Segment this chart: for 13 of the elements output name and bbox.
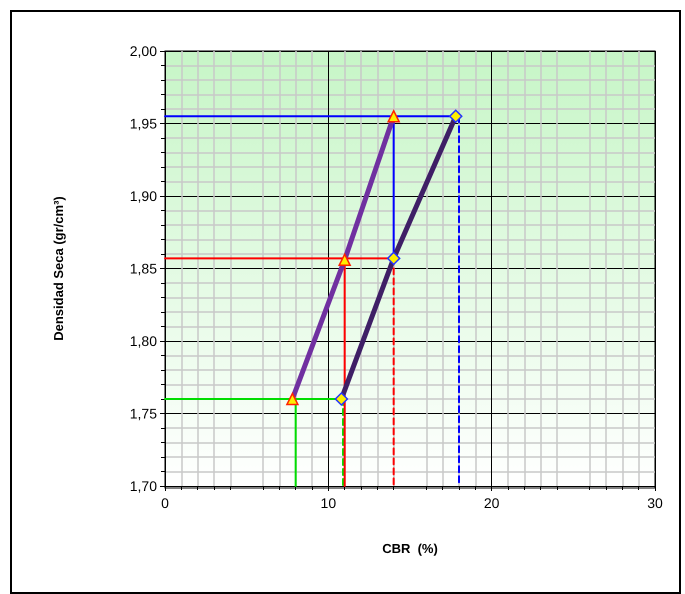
y-tick-label: 1,70 bbox=[130, 478, 158, 494]
x-tick-label: 10 bbox=[320, 495, 336, 511]
y-tick-label: 1,90 bbox=[130, 188, 158, 204]
y-tick-label: 1,75 bbox=[130, 406, 158, 422]
x-tick-label: 20 bbox=[484, 495, 500, 511]
y-tick-label: 1,80 bbox=[130, 333, 158, 349]
y-axis-title: Densidad Seca (gr/cm³) bbox=[51, 196, 66, 341]
x-axis-title: CBR (%) bbox=[382, 541, 438, 556]
x-tick-label: 30 bbox=[647, 495, 663, 511]
y-tick-label: 1,95 bbox=[130, 116, 158, 132]
y-tick-label: 1,85 bbox=[130, 260, 158, 276]
y-tick-label: 2,00 bbox=[130, 43, 158, 59]
x-tick-label: 0 bbox=[161, 495, 170, 511]
